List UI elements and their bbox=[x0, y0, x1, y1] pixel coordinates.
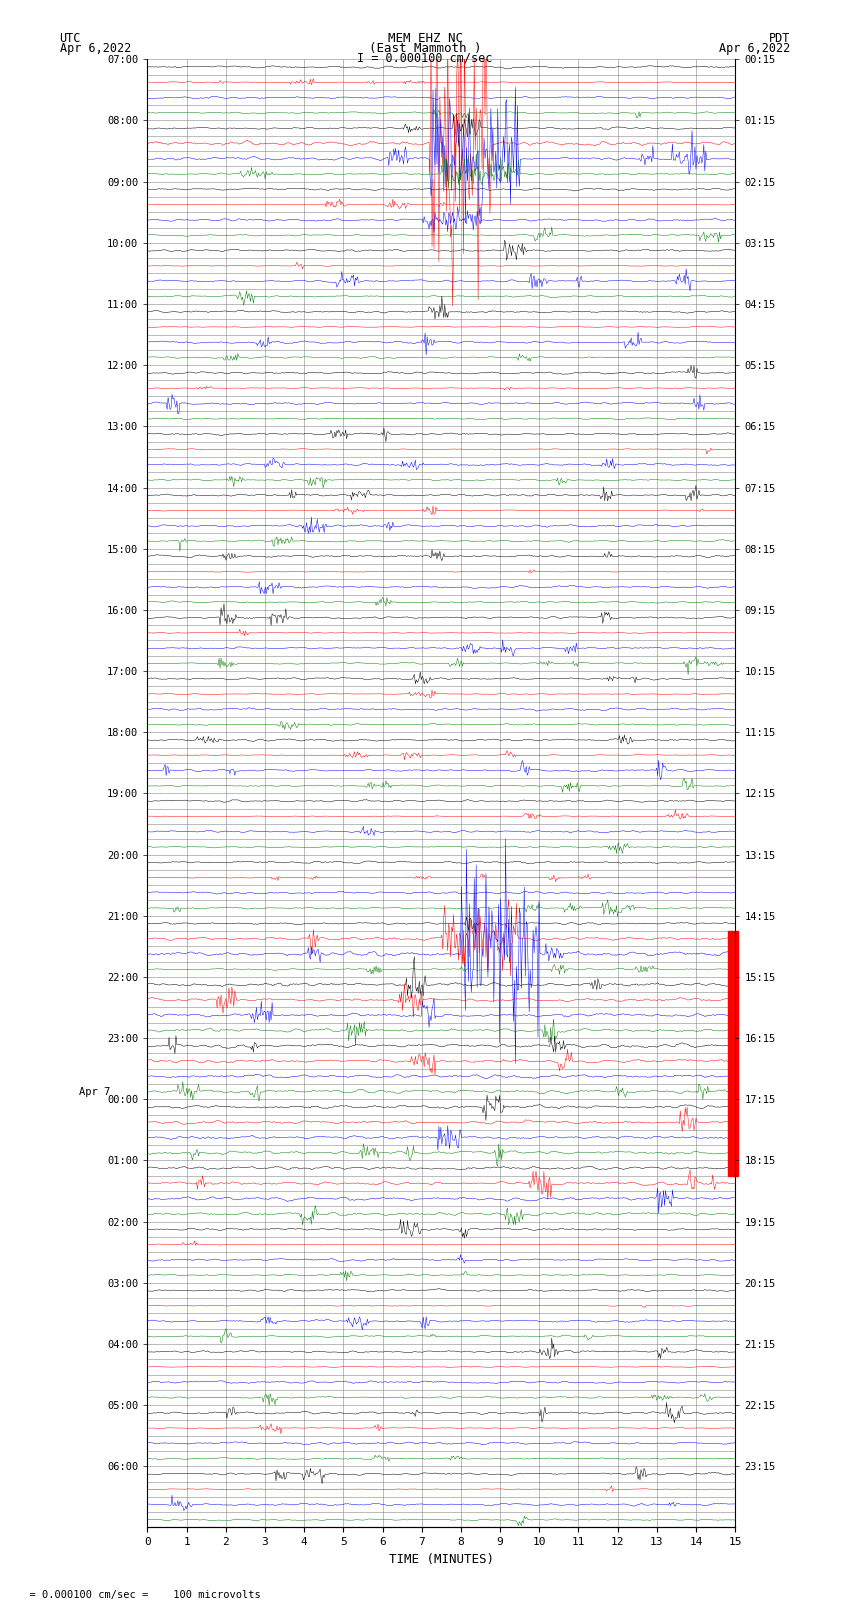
Text: (East Mammoth ): (East Mammoth ) bbox=[369, 42, 481, 55]
Text: = 0.000100 cm/sec =    100 microvolts: = 0.000100 cm/sec = 100 microvolts bbox=[17, 1590, 261, 1600]
Text: Apr 6,2022: Apr 6,2022 bbox=[719, 42, 791, 55]
Text: MEM EHZ NC: MEM EHZ NC bbox=[388, 32, 462, 45]
Text: UTC: UTC bbox=[60, 32, 81, 45]
Bar bbox=[728, 931, 738, 1176]
Text: I = 0.000100 cm/sec: I = 0.000100 cm/sec bbox=[357, 52, 493, 65]
Text: PDT: PDT bbox=[769, 32, 790, 45]
Text: Apr 6,2022: Apr 6,2022 bbox=[60, 42, 131, 55]
X-axis label: TIME (MINUTES): TIME (MINUTES) bbox=[388, 1553, 494, 1566]
Text: Apr 7: Apr 7 bbox=[79, 1087, 110, 1097]
